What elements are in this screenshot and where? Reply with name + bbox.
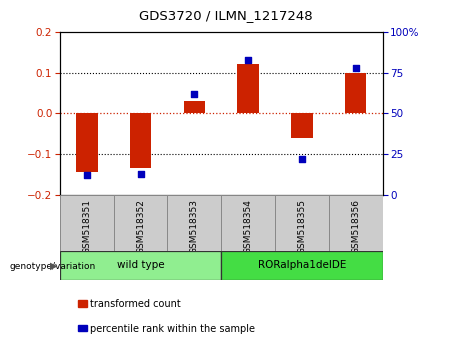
Text: ▶: ▶	[50, 261, 58, 271]
Bar	[221, 195, 275, 251]
Bar	[183, 101, 205, 113]
Text: percentile rank within the sample: percentile rank within the sample	[90, 324, 255, 334]
Bar	[60, 195, 114, 251]
Bar	[76, 113, 98, 172]
Point	[352, 65, 360, 70]
Bar	[60, 251, 221, 280]
Point	[244, 57, 252, 62]
Text: transformed count: transformed count	[90, 299, 181, 309]
Point	[191, 91, 198, 97]
Text: GSM518355: GSM518355	[297, 199, 307, 254]
Text: GSM518356: GSM518356	[351, 199, 360, 254]
Text: RORalpha1delDE: RORalpha1delDE	[258, 261, 346, 270]
Text: genotype/variation: genotype/variation	[9, 262, 95, 271]
Text: GSM518351: GSM518351	[83, 199, 91, 254]
Text: wild type: wild type	[117, 261, 165, 270]
Bar	[167, 195, 221, 251]
Bar	[291, 113, 313, 138]
Bar	[275, 195, 329, 251]
Text: GSM518352: GSM518352	[136, 199, 145, 254]
Bar	[237, 64, 259, 113]
Point	[83, 172, 90, 178]
Text: GDS3720 / ILMN_1217248: GDS3720 / ILMN_1217248	[139, 9, 313, 22]
Point	[137, 171, 144, 176]
Text: GSM518353: GSM518353	[190, 199, 199, 254]
Point	[298, 156, 306, 162]
Bar	[221, 251, 383, 280]
Bar	[130, 113, 151, 168]
Bar	[345, 73, 366, 113]
Text: GSM518354: GSM518354	[244, 199, 253, 254]
Bar	[329, 195, 383, 251]
Bar	[114, 195, 167, 251]
